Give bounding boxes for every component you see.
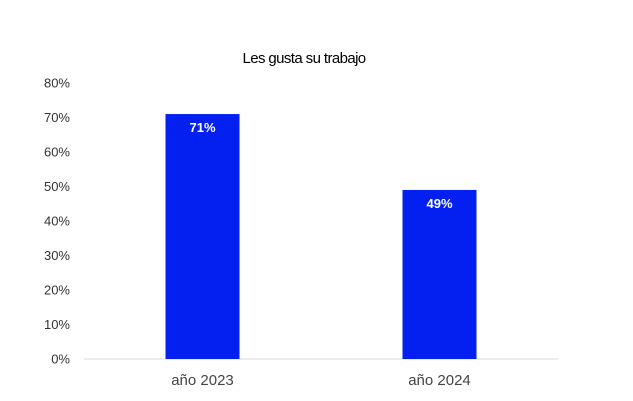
data-label: 71% [189, 120, 215, 135]
y-tick-label: 10% [44, 317, 70, 332]
chart-title: Les gusta su trabajo [242, 50, 365, 67]
y-tick-label: 50% [44, 179, 70, 194]
y-tick-label: 0% [51, 352, 70, 367]
y-tick-label: 60% [44, 145, 70, 160]
y-axis: 0% 10% 20% 30% 40% 50% 60% 70% 80% [44, 76, 70, 367]
x-axis: año 2023 año 2024 [171, 372, 471, 389]
bar [402, 189, 477, 359]
y-tick-label: 80% [44, 76, 70, 91]
x-tick-label: año 2024 [408, 372, 471, 389]
y-tick-label: 30% [44, 248, 70, 263]
data-label: 49% [426, 196, 452, 211]
bar [165, 114, 240, 359]
bars-group: 71% 49% [165, 114, 477, 359]
y-tick-label: 40% [44, 214, 70, 229]
x-tick-label: año 2023 [171, 372, 234, 389]
y-tick-label: 20% [44, 283, 70, 298]
y-tick-label: 70% [44, 110, 70, 125]
